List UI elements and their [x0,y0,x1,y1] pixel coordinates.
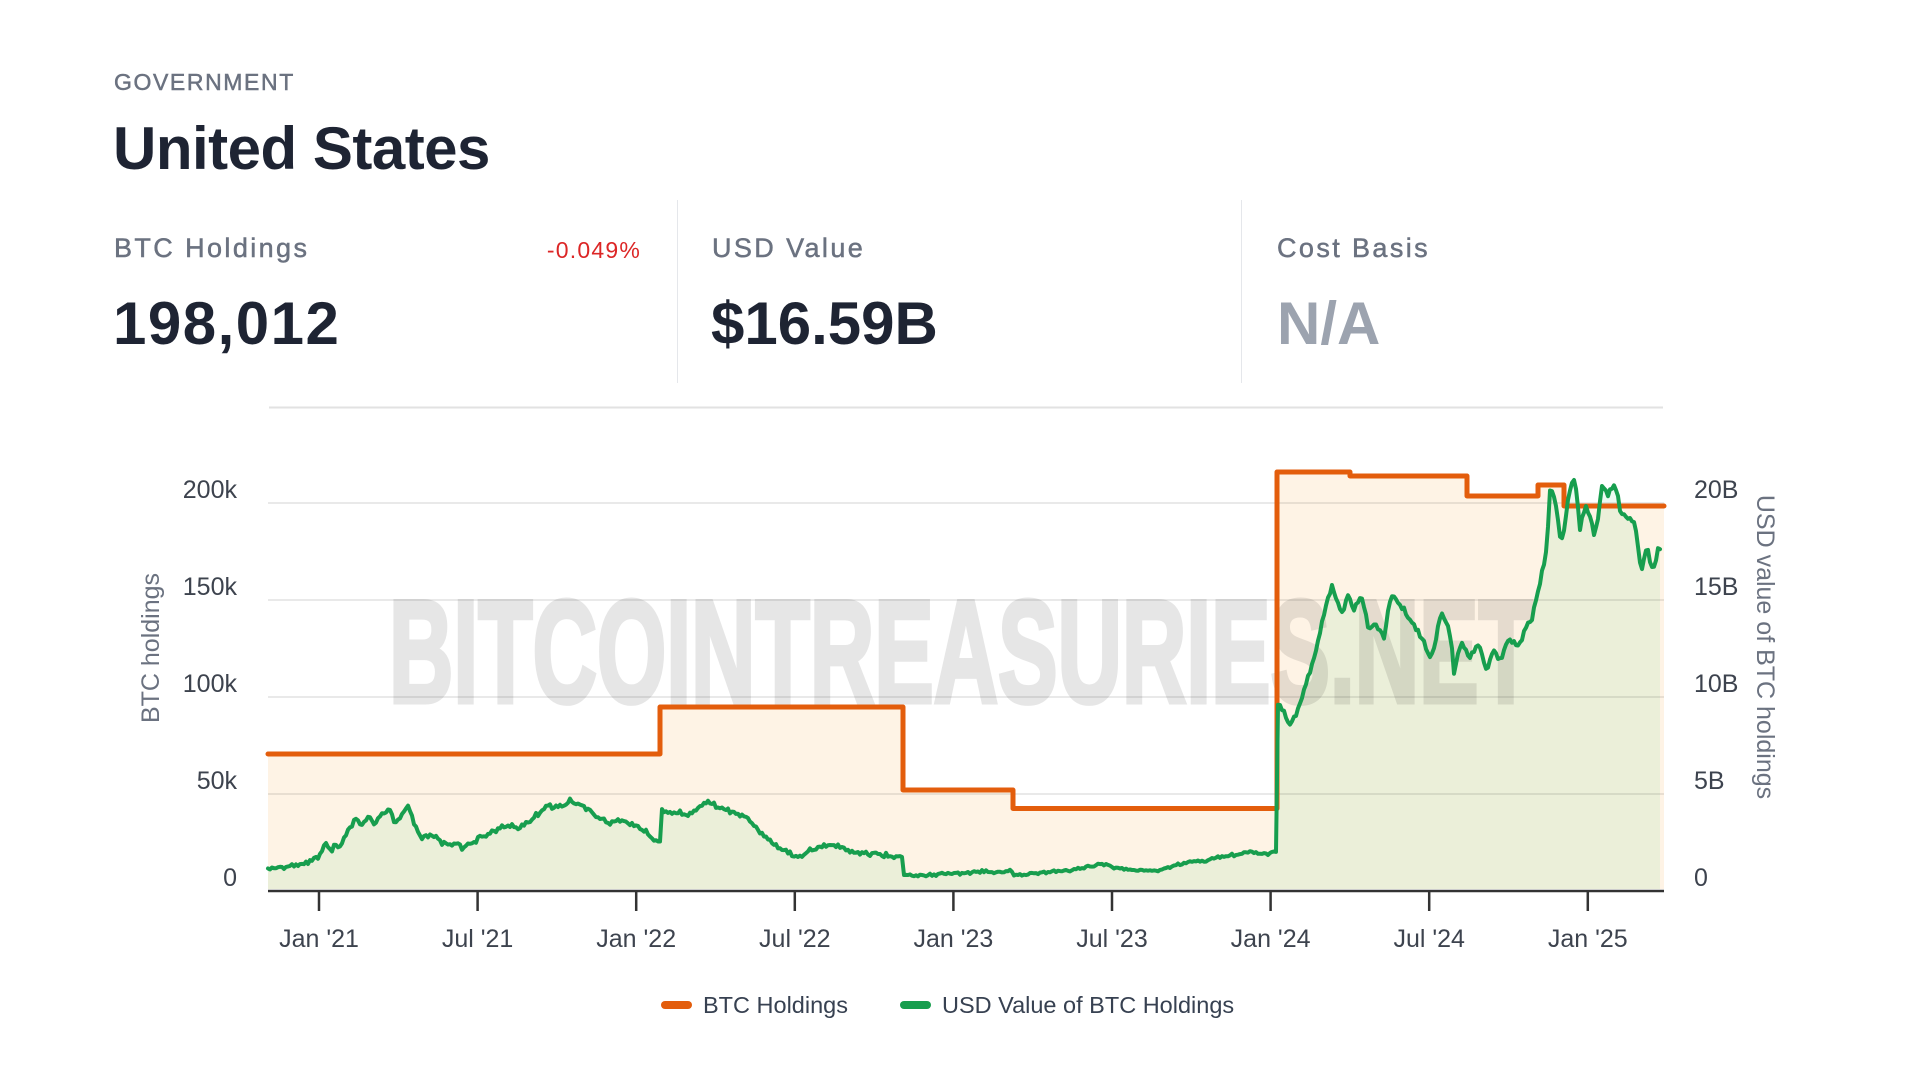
svg-text:20B: 20B [1694,476,1738,504]
svg-text:Jul '23: Jul '23 [1076,925,1147,953]
svg-text:Jul '21: Jul '21 [442,925,513,953]
svg-text:Jul '22: Jul '22 [759,925,830,953]
svg-text:15B: 15B [1694,573,1738,601]
svg-text:0: 0 [1694,864,1708,892]
svg-text:BITCOINTREASURIES.NET: BITCOINTREASURIES.NET [389,570,1533,733]
svg-text:50k: 50k [197,767,238,795]
svg-text:Jan '22: Jan '22 [596,925,676,953]
svg-text:USD value of BTC holdings: USD value of BTC holdings [1751,495,1779,799]
svg-text:Jul '24: Jul '24 [1393,925,1465,953]
svg-text:Jan '25: Jan '25 [1548,925,1628,953]
svg-text:150k: 150k [183,573,238,601]
svg-text:Jan '21: Jan '21 [279,925,359,953]
svg-text:200k: 200k [183,476,238,504]
svg-text:0: 0 [223,864,237,892]
svg-text:Jan '23: Jan '23 [913,925,993,953]
svg-text:BTC Holdings: BTC Holdings [703,992,848,1018]
svg-text:5B: 5B [1694,767,1725,795]
svg-text:USD Value of BTC Holdings: USD Value of BTC Holdings [942,992,1234,1018]
svg-text:BTC holdings: BTC holdings [137,573,165,723]
svg-text:Jan '24: Jan '24 [1231,925,1311,953]
svg-text:100k: 100k [183,670,238,698]
svg-text:10B: 10B [1694,670,1738,698]
